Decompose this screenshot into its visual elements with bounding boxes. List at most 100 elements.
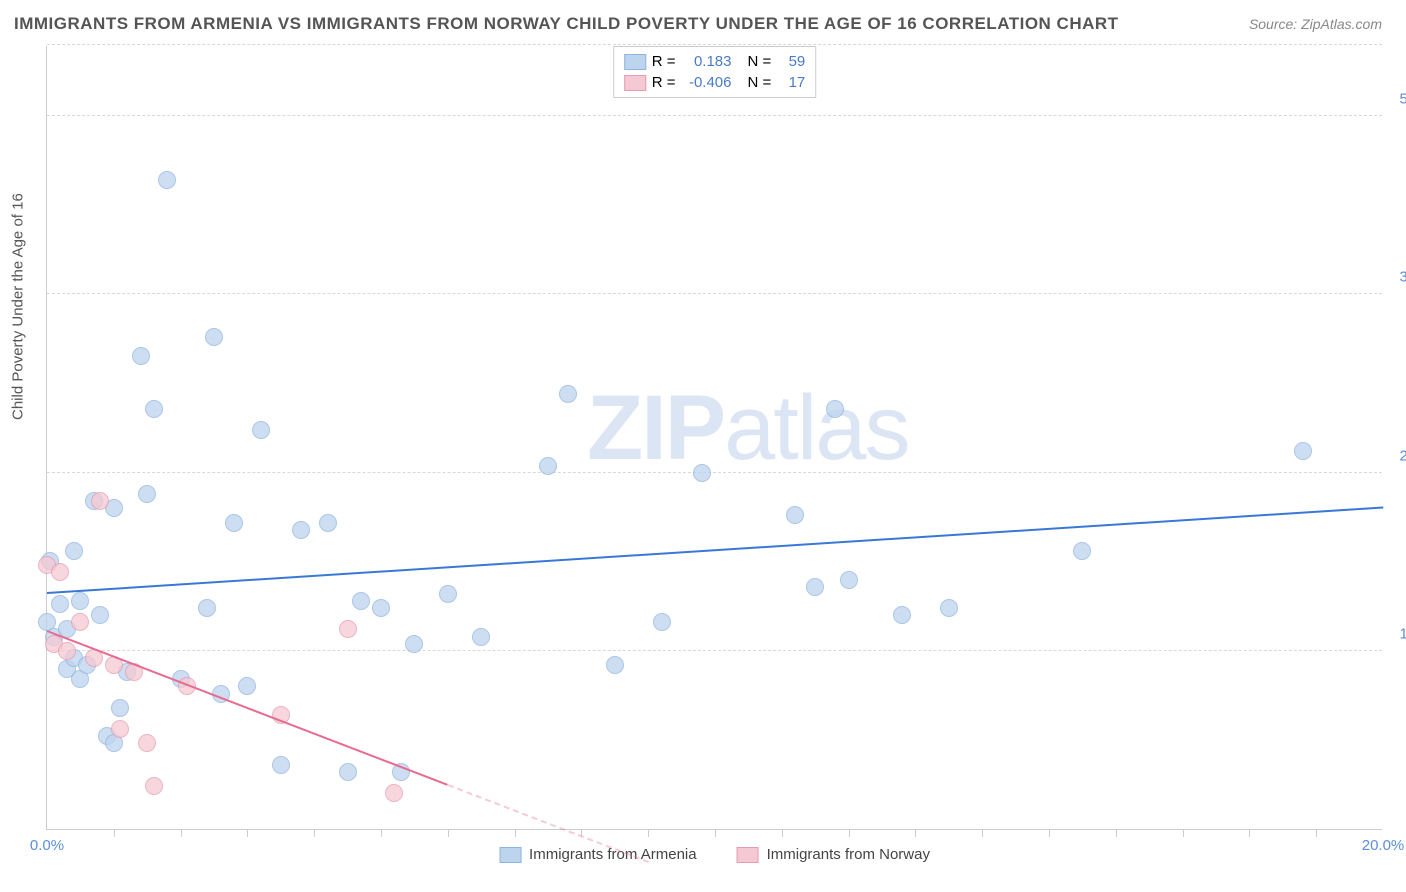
data-point [238,677,256,695]
data-point [138,485,156,503]
data-point [693,464,711,482]
x-tick-mark [381,829,382,837]
x-tick-mark [247,829,248,837]
gridline-h [47,44,1382,45]
data-point [826,400,844,418]
legend-swatch-series-0 [499,847,521,863]
legend-series-label-1: Immigrants from Norway [767,846,930,863]
data-point [132,347,150,365]
x-tick-mark [1116,829,1117,837]
data-point [472,628,490,646]
data-point [439,585,457,603]
data-point [319,514,337,532]
legend-item-0: Immigrants from Armenia [499,846,697,863]
y-tick-label: 12.5% [1386,625,1406,642]
y-axis-label: Child Poverty Under the Age of 16 [10,193,27,420]
gridline-h [47,115,1382,116]
x-tick-mark [181,829,182,837]
data-point [205,328,223,346]
y-tick-label: 25.0% [1386,447,1406,464]
data-point [372,599,390,617]
legend-r-label: R = [652,74,676,91]
x-tick-mark [849,829,850,837]
data-point [339,763,357,781]
data-point [225,514,243,532]
x-tick-label: 0.0% [30,837,64,854]
watermark: ZIPatlas [587,376,908,481]
legend-swatch-0 [624,54,646,70]
data-point [653,613,671,631]
data-point [71,592,89,610]
data-point [405,635,423,653]
data-point [71,613,89,631]
data-point [65,542,83,560]
data-point [51,595,69,613]
chart-title: IMMIGRANTS FROM ARMENIA VS IMMIGRANTS FR… [14,14,1119,34]
data-point [940,599,958,617]
x-tick-mark [448,829,449,837]
data-point [292,521,310,539]
x-tick-mark [982,829,983,837]
data-point [51,563,69,581]
data-point [352,592,370,610]
x-tick-mark [515,829,516,837]
data-point [91,606,109,624]
data-point [339,620,357,638]
legend-n-value-1: 17 [777,74,805,91]
x-tick-mark [648,829,649,837]
x-tick-label: 20.0% [1362,837,1405,854]
data-point [806,578,824,596]
legend-n-value-0: 59 [777,53,805,70]
data-point [198,599,216,617]
trend-line [47,506,1383,594]
data-point [539,457,557,475]
data-point [840,571,858,589]
data-point [252,421,270,439]
legend-item-1: Immigrants from Norway [737,846,930,863]
data-point [158,171,176,189]
data-point [272,756,290,774]
data-point [1073,542,1091,560]
data-point [138,734,156,752]
legend-r-value-0: 0.183 [682,53,732,70]
chart-plot-area: ZIPatlas R = 0.183 N = 59 R = -0.406 N =… [46,46,1382,830]
legend-stats: R = 0.183 N = 59 R = -0.406 N = 17 [613,46,817,98]
legend-n-label: N = [748,74,772,91]
legend-stats-row-1: R = -0.406 N = 17 [624,72,806,93]
legend-series: Immigrants from Armenia Immigrants from … [499,846,930,863]
legend-stats-row-0: R = 0.183 N = 59 [624,51,806,72]
data-point [786,506,804,524]
data-point [145,400,163,418]
data-point [606,656,624,674]
x-tick-mark [715,829,716,837]
data-point [111,699,129,717]
data-point [385,784,403,802]
data-point [893,606,911,624]
gridline-h [47,472,1382,473]
data-point [91,492,109,510]
x-tick-mark [1183,829,1184,837]
legend-r-label: R = [652,53,676,70]
y-tick-label: 50.0% [1386,91,1406,108]
trend-line [47,630,449,786]
x-tick-mark [1049,829,1050,837]
data-point [559,385,577,403]
x-tick-mark [915,829,916,837]
data-point [145,777,163,795]
data-point [58,642,76,660]
source-attribution: Source: ZipAtlas.com [1249,16,1382,32]
x-tick-mark [782,829,783,837]
x-tick-mark [314,829,315,837]
gridline-h [47,293,1382,294]
data-point [1294,442,1312,460]
x-tick-mark [1316,829,1317,837]
legend-n-label: N = [748,53,772,70]
x-tick-mark [114,829,115,837]
x-tick-mark [1249,829,1250,837]
data-point [111,720,129,738]
legend-swatch-1 [624,75,646,91]
gridline-h [47,650,1382,651]
legend-swatch-series-1 [737,847,759,863]
watermark-rest: atlas [724,377,908,479]
legend-r-value-1: -0.406 [682,74,732,91]
